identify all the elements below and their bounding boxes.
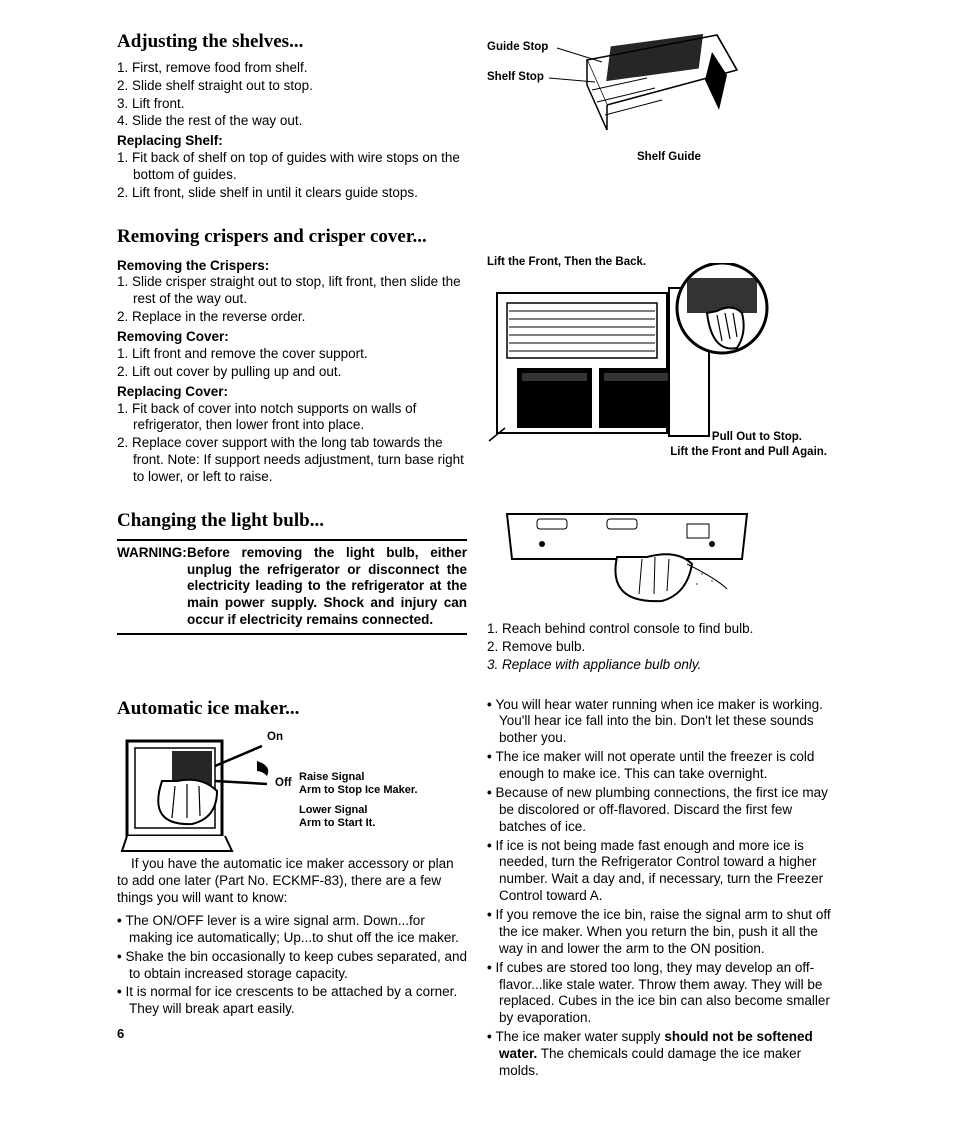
list-item: 1. Fit back of cover into notch supports…: [117, 401, 467, 435]
list-item: 1. Fit back of shelf on top of guides wi…: [117, 150, 467, 184]
list-item: It is normal for ice crescents to be att…: [117, 984, 467, 1018]
cover-steps: 1. Lift front and remove the cover suppo…: [117, 346, 467, 381]
removing-title: Removing crispers and crisper cover...: [117, 225, 837, 249]
label-off: Off: [275, 776, 292, 790]
list-item: Shake the bin occasionally to keep cubes…: [117, 949, 467, 983]
list-item: The ice maker water supply should not be…: [487, 1029, 837, 1080]
list-item: 2. Remove bulb.: [487, 639, 837, 656]
ice-illustration: [117, 726, 297, 856]
adjusting-steps: 1. First, remove food from shelf. 2. Sli…: [117, 60, 467, 131]
label-raise2: Arm to Stop Ice Maker.: [299, 784, 418, 798]
list-item: Because of new plumbing connections, the…: [487, 785, 837, 836]
ice-right-bullets: You will hear water running when ice mak…: [487, 697, 837, 1080]
list-item: If cubes are stored too long, they may d…: [487, 960, 837, 1028]
bulb-figure: [487, 509, 837, 619]
list-item: 1. Slide crisper straight out to stop, l…: [117, 274, 467, 308]
label-pull-out: Pull Out to Stop.: [712, 430, 802, 444]
label-lower2: Arm to Start It.: [299, 817, 375, 831]
ice-title: Automatic ice maker...: [117, 697, 467, 721]
label-on: On: [267, 730, 283, 744]
label-lower: Lower Signal: [299, 804, 367, 818]
label-shelf-stop: Shelf Stop: [487, 70, 544, 84]
label-shelf-guide: Shelf Guide: [637, 150, 701, 164]
list-item: 2. Replace in the reverse order.: [117, 309, 467, 326]
adjusting-title: Adjusting the shelves...: [117, 30, 467, 54]
replace-cover-steps: 1. Fit back of cover into notch supports…: [117, 401, 467, 486]
replacing-shelf-head: Replacing Shelf:: [117, 133, 467, 150]
ice-figure: On Off Raise Signal Arm to Stop Ice Make…: [117, 726, 467, 856]
list-item: 2. Replace cover support with the long t…: [117, 435, 467, 486]
list-item: The ice maker will not operate until the…: [487, 749, 837, 783]
removing-crispers-head: Removing the Crispers:: [117, 258, 467, 275]
shelf-guide-figure: Guide Stop Shelf Stop Shelf Guide: [487, 30, 837, 170]
bulb-steps: 1. Reach behind control console to find …: [487, 621, 837, 674]
list-item: 1. Reach behind control console to find …: [487, 621, 837, 638]
ice-right: You will hear water running when ice mak…: [487, 697, 837, 1082]
adjusting-text: Adjusting the shelves... 1. First, remov…: [117, 30, 467, 203]
section-removing: Removing crispers and crisper cover... R…: [117, 225, 837, 487]
replacing-shelf-steps: 1. Fit back of shelf on top of guides wi…: [117, 150, 467, 202]
crisper-figure: Lift the Front, Then the Back.: [487, 255, 837, 465]
list-item: If ice is not being made fast enough and…: [487, 838, 837, 906]
bulb-figure-col: 1. Reach behind control console to find …: [487, 509, 837, 675]
label-guide-stop: Guide Stop: [487, 40, 548, 54]
section-ice: Automatic ice maker... On Off Raise Sign…: [117, 697, 837, 1082]
crispers-steps: 1. Slide crisper straight out to stop, l…: [117, 274, 467, 326]
page-number: 6: [117, 1026, 467, 1042]
list-item-text: 2. Replace cover support with the long t…: [117, 435, 464, 484]
list-item: 3. Replace with appliance bulb only.: [487, 657, 837, 674]
list-item: 2. Lift out cover by pulling up and out.: [117, 364, 467, 381]
removing-figure: Lift the Front, Then the Back.: [487, 255, 837, 487]
ice-intro: If you have the automatic ice maker acce…: [117, 856, 467, 907]
ice-left: Automatic ice maker... On Off Raise Sign…: [117, 697, 467, 1082]
removing-text: Removing the Crispers: 1. Slide crisper …: [117, 255, 467, 487]
label-raise: Raise Signal: [299, 771, 364, 785]
label-lift-again: Lift the Front and Pull Again.: [670, 445, 827, 459]
warning-box: WARNING: Before removing the light bulb,…: [117, 539, 467, 635]
adjusting-figure: Guide Stop Shelf Stop Shelf Guide: [487, 30, 837, 203]
replacing-cover-head: Replacing Cover:: [117, 384, 467, 401]
bulb-title: Changing the light bulb...: [117, 509, 467, 533]
bulb-text: Changing the light bulb... WARNING: Befo…: [117, 509, 467, 675]
list-item: 4. Slide the rest of the way out.: [117, 113, 467, 130]
list-item: 1. First, remove food from shelf.: [117, 60, 467, 77]
list-item: If you remove the ice bin, raise the sig…: [487, 907, 837, 958]
list-item: 2. Slide shelf straight out to stop.: [117, 78, 467, 95]
ice-left-bullets: The ON/OFF lever is a wire signal arm. D…: [117, 913, 467, 1018]
list-item: 3. Lift front.: [117, 96, 467, 113]
list-item: You will hear water running when ice mak…: [487, 697, 837, 748]
section-bulb: Changing the light bulb... WARNING: Befo…: [117, 509, 837, 675]
section-adjusting: Adjusting the shelves... 1. First, remov…: [117, 30, 837, 203]
list-item: 2. Lift front, slide shelf in until it c…: [117, 185, 467, 202]
bulb-illustration: [487, 509, 767, 609]
manual-page: Adjusting the shelves... 1. First, remov…: [117, 30, 837, 1082]
warning-label: WARNING:: [117, 545, 187, 562]
list-item: The ON/OFF lever is a wire signal arm. D…: [117, 913, 467, 947]
list-item: 1. Lift front and remove the cover suppo…: [117, 346, 467, 363]
removing-cover-head: Removing Cover:: [117, 329, 467, 346]
